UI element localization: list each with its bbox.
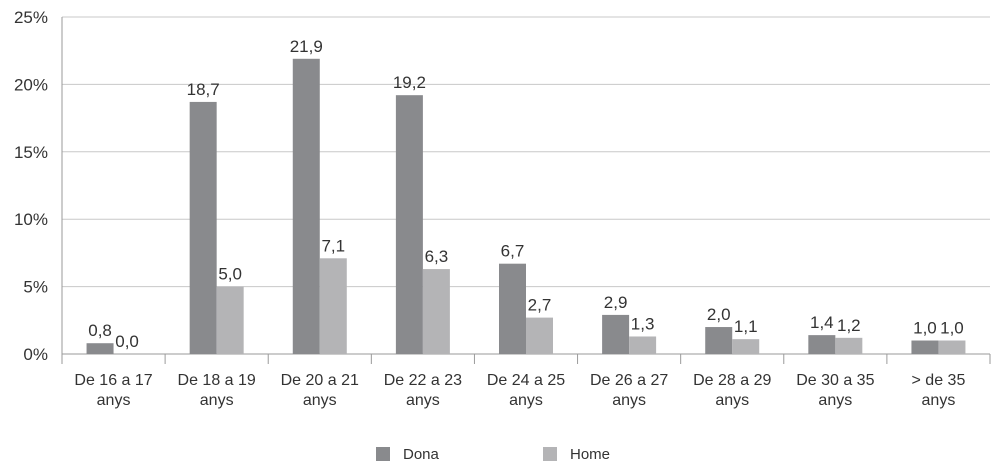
data-label: 6,3 (425, 247, 449, 266)
x-tick-label: De 28 a 29 (693, 372, 771, 389)
data-label: 2,7 (528, 296, 552, 315)
x-tick-label: anys (303, 392, 337, 409)
y-tick-label: 20% (14, 75, 48, 94)
data-label: 1,0 (913, 319, 937, 338)
data-label: 21,9 (290, 37, 323, 56)
legend-swatch-home (543, 447, 557, 461)
x-tick-label: anys (97, 392, 131, 409)
x-tick-label: De 30 a 35 (796, 372, 874, 389)
bar-home-5 (629, 336, 657, 354)
data-label: 7,1 (321, 236, 345, 255)
bar-dona-1 (189, 101, 217, 354)
y-tick-label: 5% (23, 278, 48, 297)
bar-dona-3 (395, 95, 423, 355)
x-tick-label: anys (715, 392, 749, 409)
data-label: 1,4 (810, 313, 834, 332)
x-tick-label: anys (922, 392, 956, 409)
x-tick-label: De 26 a 27 (590, 372, 668, 389)
legend-swatch-dona (376, 447, 390, 461)
legend-label: Home (570, 446, 610, 462)
bar-home-7 (835, 337, 863, 354)
data-label: 1,1 (734, 317, 758, 336)
x-tick-label: De 20 a 21 (281, 372, 359, 389)
bar-home-2 (319, 258, 347, 354)
y-tick-label: 0% (23, 345, 48, 364)
x-tick-label: anys (612, 392, 646, 409)
x-axis-ticks: De 16 a 17 anys De 18 a 19 anys De 20 a 21 an… (74, 372, 965, 409)
data-label: 0,8 (88, 321, 112, 340)
x-tick-label: > de 35 (912, 372, 966, 389)
data-label: 19,2 (393, 73, 426, 92)
x-tick-label: De 16 a 17 (74, 372, 152, 389)
bar-dona-7 (808, 335, 836, 354)
x-tick-label: De 18 a 19 (178, 372, 256, 389)
bar-dona-4 (499, 263, 526, 354)
data-label: 0,0 (115, 332, 139, 351)
bar-dona-5 (602, 314, 630, 354)
bars (86, 58, 966, 355)
y-axis-ticks: 0% 5% 10% 15% 20% 25% (14, 8, 48, 364)
bar-home-4 (526, 317, 553, 354)
bar-home-6 (732, 339, 760, 354)
x-tick-label: De 24 a 25 (487, 372, 565, 389)
x-tick-label: anys (406, 392, 440, 409)
bar-dona-6 (705, 327, 733, 354)
data-label: 1,2 (837, 316, 861, 335)
y-tick-label: 10% (14, 210, 48, 229)
legend: Dona Home (376, 446, 610, 462)
data-label: 18,7 (187, 80, 220, 99)
legend-label: Dona (403, 446, 440, 462)
y-tick-label: 25% (14, 8, 48, 27)
x-tick-label: anys (509, 392, 543, 409)
bar-dona-2 (292, 58, 320, 355)
data-label: 5,0 (218, 265, 242, 284)
bar-dona-8 (911, 340, 939, 354)
bar-dona-0 (86, 343, 114, 354)
y-tick-label: 15% (14, 143, 48, 162)
data-label: 1,3 (631, 314, 655, 333)
data-label: 1,0 (940, 319, 964, 338)
x-tick-label: De 22 a 23 (384, 372, 462, 389)
bar-home-1 (216, 286, 244, 354)
bar-home-8 (938, 340, 966, 354)
data-label: 2,9 (604, 293, 628, 312)
data-labels: 0,8 18,7 21,9 19,2 6,7 2,9 2,0 1,4 1,0 0,0 5,0 7,1 6… (88, 37, 964, 351)
x-tick-label: anys (818, 392, 852, 409)
x-tick-label: anys (200, 392, 234, 409)
data-label: 2,0 (707, 305, 731, 324)
data-label: 6,7 (501, 242, 525, 261)
bar-home-3 (422, 269, 450, 354)
